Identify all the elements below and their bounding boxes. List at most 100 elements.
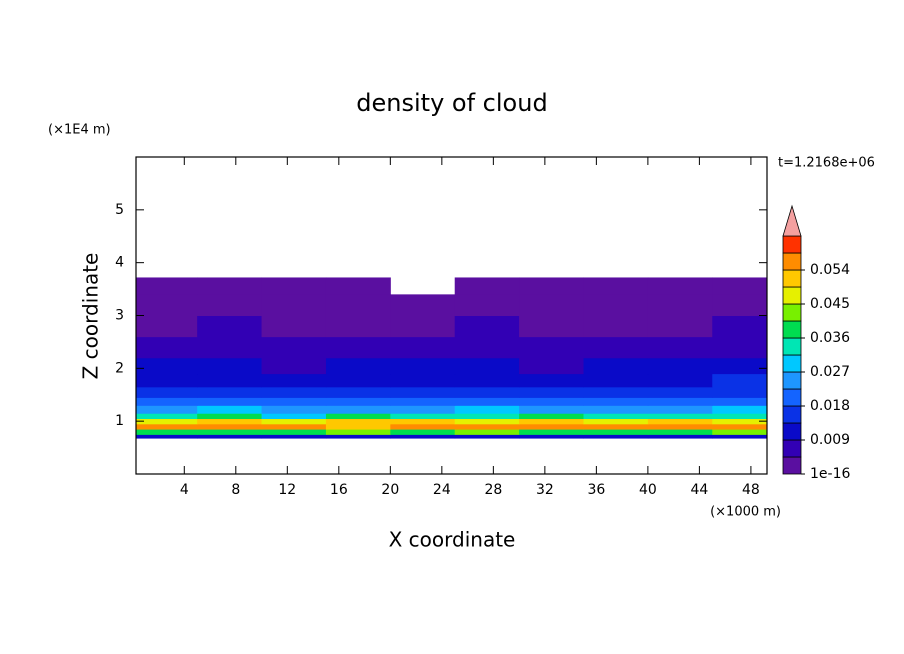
contour-cell bbox=[390, 386, 456, 398]
x-tick-label: 24 bbox=[433, 482, 451, 498]
contour-cell bbox=[712, 429, 768, 435]
contour-cell bbox=[583, 386, 649, 398]
contour-cell bbox=[454, 373, 520, 388]
y-tick-label: 1 bbox=[115, 413, 124, 429]
colorbar-box bbox=[782, 269, 802, 288]
contour-cell bbox=[325, 429, 391, 435]
contour-cell bbox=[261, 405, 327, 414]
contour-cell bbox=[647, 434, 713, 439]
contour-cell bbox=[197, 418, 263, 425]
contour-cell bbox=[519, 277, 584, 295]
contour-cell bbox=[454, 277, 520, 295]
contour-cell bbox=[454, 429, 520, 435]
contour-cell bbox=[583, 397, 649, 406]
x-tick-label: 32 bbox=[536, 482, 554, 498]
contour-cell bbox=[136, 357, 198, 375]
colorbar-tick-label: 0.036 bbox=[810, 330, 850, 346]
contour-cell bbox=[136, 315, 198, 338]
annotation: t=1.2168e+06 bbox=[778, 156, 875, 171]
contour-cell bbox=[519, 405, 584, 414]
contour-cell bbox=[197, 357, 263, 375]
contour-cell bbox=[390, 413, 456, 420]
contour-cell bbox=[519, 434, 584, 439]
contour-cell bbox=[390, 429, 456, 435]
contour-cell bbox=[136, 429, 198, 435]
contour-cell bbox=[261, 423, 327, 430]
contour-cell bbox=[136, 336, 198, 359]
contour-cell bbox=[390, 397, 456, 406]
contour-cell bbox=[136, 413, 198, 420]
contour-cell bbox=[647, 373, 713, 388]
contour-cell bbox=[454, 315, 520, 338]
contour-cell bbox=[583, 423, 649, 430]
contour-cell bbox=[136, 423, 198, 430]
contour-cell bbox=[583, 373, 649, 388]
y-tick-label: 3 bbox=[115, 308, 124, 324]
contour-cell bbox=[390, 336, 456, 359]
colorbar-box bbox=[782, 252, 802, 271]
contour-cell bbox=[261, 357, 327, 375]
contour-cell bbox=[261, 429, 327, 435]
contour-cell bbox=[647, 277, 713, 295]
contour-cell bbox=[325, 397, 391, 406]
contour-cell bbox=[325, 418, 391, 425]
contour-cell bbox=[261, 373, 327, 388]
contour-cell bbox=[519, 413, 584, 420]
contour-cell bbox=[261, 413, 327, 420]
colorbar-box bbox=[782, 337, 802, 356]
contour-cell bbox=[712, 294, 768, 316]
contour-cell bbox=[647, 386, 713, 398]
x-tick-label: 48 bbox=[742, 482, 760, 498]
contour-cell bbox=[390, 315, 456, 338]
contour-cell bbox=[325, 413, 391, 420]
contour-cell bbox=[197, 386, 263, 398]
contour-cell bbox=[712, 405, 768, 414]
contour-cell bbox=[197, 423, 263, 430]
colorbar-box bbox=[782, 405, 802, 424]
y-unit: (×1E4 m) bbox=[48, 123, 111, 138]
contour-cell bbox=[583, 413, 649, 420]
contour-cell bbox=[390, 294, 456, 316]
contour-cell bbox=[390, 405, 456, 414]
contour-cell bbox=[519, 423, 584, 430]
contour-cell bbox=[197, 294, 263, 316]
contour-cell bbox=[197, 373, 263, 388]
contour-cell bbox=[197, 434, 263, 439]
contour-cell bbox=[712, 386, 768, 398]
contour-cell bbox=[261, 434, 327, 439]
contour-cell bbox=[647, 423, 713, 430]
colorbar-box bbox=[782, 286, 802, 305]
contour-cell bbox=[136, 373, 198, 388]
contour-cell bbox=[325, 373, 391, 388]
contour-cell bbox=[261, 386, 327, 398]
colorbar-box bbox=[782, 320, 802, 339]
contour-cell bbox=[390, 373, 456, 388]
contour-cell bbox=[712, 413, 768, 420]
x-tick-label: 12 bbox=[278, 482, 296, 498]
contour-cell bbox=[136, 397, 198, 406]
contour-cell bbox=[390, 434, 456, 439]
contour-cell bbox=[519, 386, 584, 398]
contour-cell bbox=[197, 405, 263, 414]
contour-cell bbox=[583, 336, 649, 359]
contour-cell bbox=[454, 418, 520, 425]
y-axis-label: Z coordinate bbox=[79, 253, 103, 380]
contour-cell bbox=[197, 413, 263, 420]
contour-cell bbox=[519, 357, 584, 375]
colorbar-tick-label: 0.009 bbox=[810, 432, 850, 448]
contour-cell bbox=[712, 373, 768, 388]
contour-cell bbox=[712, 357, 768, 375]
contour-cell bbox=[519, 429, 584, 435]
x-tick-label: 16 bbox=[330, 482, 348, 498]
contour-cell bbox=[454, 294, 520, 316]
contour-cell bbox=[519, 418, 584, 425]
contour-cell bbox=[136, 294, 198, 316]
contour-cell bbox=[325, 434, 391, 439]
contour-cell bbox=[261, 336, 327, 359]
x-tick-label: 4 bbox=[180, 482, 189, 498]
contour-cell bbox=[583, 405, 649, 414]
contour-cell bbox=[325, 405, 391, 414]
y-tick-label: 4 bbox=[115, 255, 124, 271]
contour-cell bbox=[647, 429, 713, 435]
